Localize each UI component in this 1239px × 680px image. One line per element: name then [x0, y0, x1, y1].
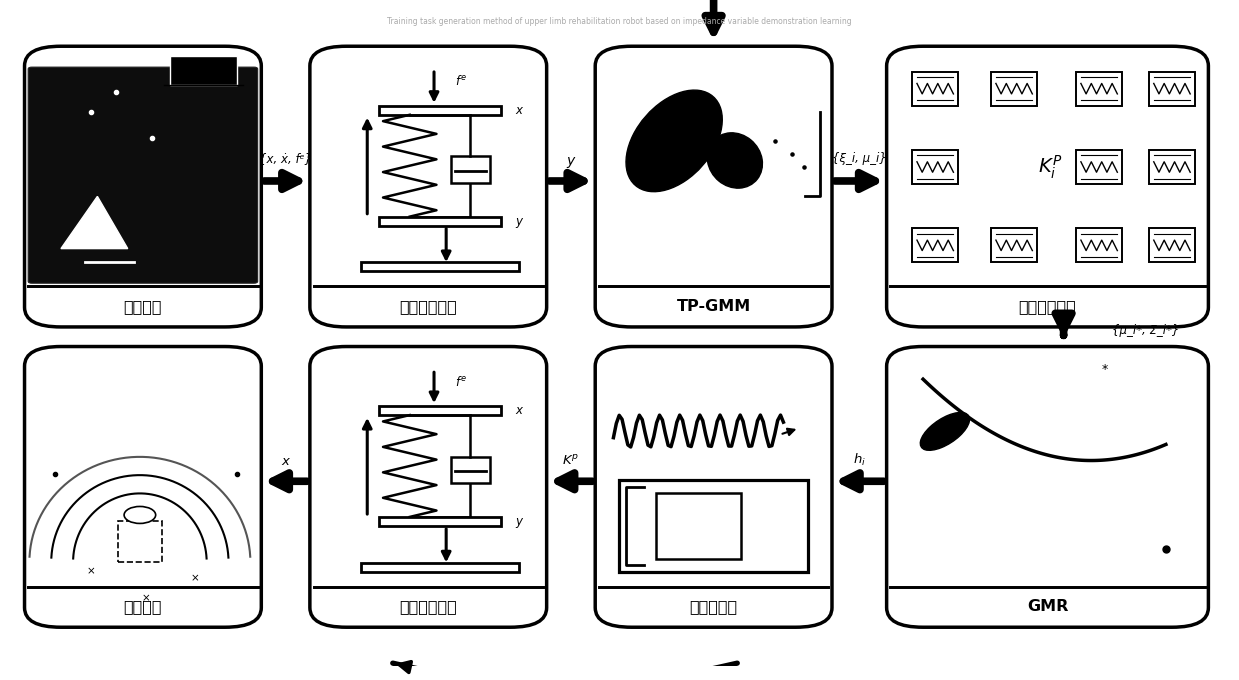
Text: x: x	[515, 104, 523, 117]
Bar	[991, 71, 1037, 105]
Text: {ξ_i, μ_i}: {ξ_i, μ_i}	[831, 152, 887, 165]
Text: 估计的刚度: 估计的刚度	[690, 600, 737, 615]
Text: $K^p$: $K^p$	[563, 454, 580, 469]
Text: 人机交互模型: 人机交互模型	[399, 299, 457, 314]
Bar	[991, 228, 1037, 262]
Bar	[912, 71, 958, 105]
Text: x: x	[281, 455, 290, 469]
FancyBboxPatch shape	[595, 347, 831, 627]
Bar	[1075, 71, 1123, 105]
Text: $K_i^P$: $K_i^P$	[1038, 153, 1063, 181]
Text: {μ_i*, Σ_i*}: {μ_i*, Σ_i*}	[1113, 324, 1180, 337]
FancyBboxPatch shape	[595, 46, 831, 327]
Bar	[379, 406, 501, 415]
FancyBboxPatch shape	[887, 46, 1208, 327]
Bar	[170, 56, 237, 86]
Text: $f^e$: $f^e$	[455, 375, 467, 388]
FancyBboxPatch shape	[887, 347, 1208, 627]
Text: {x, ẋ, fᵉ}: {x, ẋ, fᵉ}	[259, 152, 312, 165]
Bar	[1075, 228, 1123, 262]
FancyBboxPatch shape	[310, 46, 546, 327]
Bar	[379, 217, 501, 226]
Bar	[1149, 150, 1196, 184]
FancyBboxPatch shape	[28, 67, 258, 283]
Bar	[118, 522, 162, 562]
Text: ×: ×	[190, 573, 199, 583]
Text: GMR: GMR	[1027, 600, 1068, 615]
Text: y: y	[515, 515, 523, 528]
Text: $h_i$: $h_i$	[852, 452, 866, 469]
Bar	[1149, 228, 1196, 262]
Text: 任务泛化: 任务泛化	[124, 600, 162, 615]
FancyBboxPatch shape	[310, 347, 546, 627]
Bar	[362, 262, 519, 271]
Bar	[655, 494, 741, 559]
Text: *: *	[1101, 363, 1109, 376]
Ellipse shape	[626, 90, 722, 192]
Bar	[451, 457, 489, 483]
Text: ×: ×	[141, 593, 150, 603]
Polygon shape	[61, 197, 128, 249]
Bar	[1149, 71, 1196, 105]
Bar	[379, 517, 501, 526]
FancyBboxPatch shape	[25, 46, 261, 327]
Text: y: y	[566, 154, 575, 168]
Text: 局部刺度估计: 局部刺度估计	[1018, 299, 1077, 314]
Ellipse shape	[707, 133, 762, 188]
Bar	[451, 156, 489, 182]
Ellipse shape	[921, 413, 970, 450]
Circle shape	[124, 507, 156, 524]
Text: ×: ×	[87, 566, 95, 577]
Text: $f^e$: $f^e$	[455, 74, 467, 88]
Bar	[1075, 150, 1123, 184]
Bar	[912, 150, 958, 184]
Text: Training task generation method of upper limb rehabilitation robot based on impe: Training task generation method of upper…	[387, 17, 851, 26]
Bar	[620, 480, 808, 572]
Bar	[362, 562, 519, 572]
Text: x: x	[515, 404, 523, 417]
Bar	[912, 228, 958, 262]
Bar	[379, 105, 501, 115]
Text: TP-GMM: TP-GMM	[676, 299, 751, 314]
Text: 人机交互模型: 人机交互模型	[399, 600, 457, 615]
Text: 演示阶段: 演示阶段	[124, 299, 162, 314]
Text: y: y	[515, 215, 523, 228]
FancyBboxPatch shape	[25, 347, 261, 627]
